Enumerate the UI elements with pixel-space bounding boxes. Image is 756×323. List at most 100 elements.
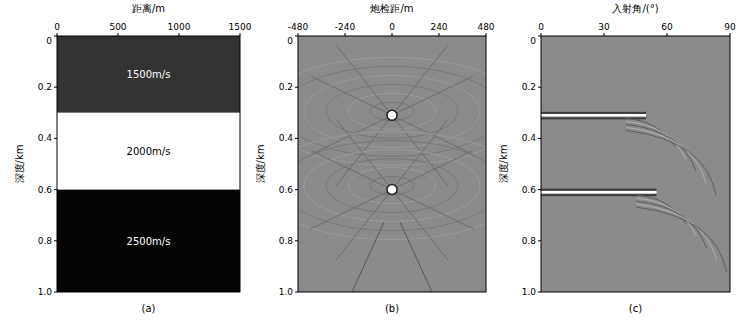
- x-tick: [604, 33, 605, 36]
- reflector-side: [541, 112, 646, 114]
- x-tick-label: 240: [430, 22, 447, 32]
- x-tick: [392, 33, 393, 36]
- ringing: [298, 132, 486, 240]
- y-tick: [54, 292, 57, 293]
- x-tick-label: 60: [661, 22, 673, 32]
- x-tick-label: 0: [54, 22, 60, 32]
- x-axis-label: 入射角/(°): [612, 3, 658, 14]
- ringing: [370, 177, 414, 195]
- x-tick-label: 480: [477, 22, 494, 32]
- y-tick: [295, 138, 298, 139]
- x-tick-label: -240: [335, 22, 356, 32]
- reflector: [541, 114, 646, 117]
- focused-event: [387, 185, 397, 195]
- y-axis-label: 深度/km: [14, 145, 25, 184]
- y-tick: [538, 189, 541, 190]
- x-tick: [486, 33, 487, 36]
- figure-root: 1500m/s2000m/s2500m/s05001000150000.20.4…: [0, 0, 756, 323]
- frame: [541, 36, 730, 292]
- y-tick-label: 0.2: [522, 82, 536, 92]
- image-background: [298, 36, 486, 292]
- plot-area: [57, 36, 240, 292]
- layer-label: 2500m/s: [127, 236, 171, 247]
- tail: [637, 201, 707, 248]
- frame: [57, 36, 240, 292]
- x-tick-label: 500: [109, 22, 126, 32]
- x-tick-label: 30: [598, 22, 610, 32]
- frame: [298, 36, 486, 292]
- ringing: [298, 66, 486, 156]
- focused-event: [387, 110, 397, 120]
- streak: [311, 150, 473, 228]
- y-tick: [295, 36, 298, 37]
- image-background: [541, 36, 730, 292]
- y-tick: [54, 87, 57, 88]
- x-axis-label: 距离/m: [132, 3, 165, 14]
- y-axis-label: 深度/km: [498, 145, 509, 184]
- streak: [311, 76, 473, 154]
- y-tick: [54, 240, 57, 241]
- x-tick-label: 0: [389, 22, 395, 32]
- tail: [626, 121, 686, 159]
- ringing: [348, 93, 436, 129]
- streak: [336, 45, 448, 186]
- x-tick: [345, 33, 346, 36]
- reflector-side: [541, 189, 657, 191]
- y-tick-label: 0.4: [522, 133, 537, 143]
- y-tick: [295, 240, 298, 241]
- y-tick-label: 0.8: [38, 236, 53, 246]
- ringing: [348, 168, 436, 204]
- layer: [57, 36, 240, 113]
- ringing: [326, 84, 458, 138]
- tail: [626, 124, 696, 171]
- caption: (a): [142, 303, 156, 314]
- y-tick: [54, 36, 57, 37]
- y-tick-label: 0.6: [522, 185, 537, 195]
- y-tick-label: 0: [287, 36, 293, 46]
- ringing: [304, 75, 480, 147]
- y-tick-label: 1.0: [522, 287, 537, 297]
- x-tick: [118, 33, 119, 36]
- streak: [336, 119, 448, 260]
- x-tick: [730, 33, 731, 36]
- y-tick-label: 1.0: [279, 287, 294, 297]
- x-tick-label: 0: [538, 22, 544, 32]
- tail: [637, 198, 697, 236]
- y-tick: [538, 36, 541, 37]
- y-tick: [538, 292, 541, 293]
- plot-area: [298, 36, 486, 292]
- y-tick: [54, 189, 57, 190]
- layer: [57, 113, 240, 190]
- x-tick: [439, 33, 440, 36]
- ringing: [326, 159, 458, 213]
- y-tick: [538, 87, 541, 88]
- y-tick-label: 0.8: [522, 236, 537, 246]
- x-tick: [179, 33, 180, 36]
- ringing: [304, 150, 480, 222]
- y-tick-label: 0.8: [279, 236, 294, 246]
- x-tick: [240, 33, 241, 36]
- figure: 1500m/s2000m/s2500m/s05001000150000.20.4…: [0, 0, 756, 323]
- y-axis-label: 深度/km: [255, 145, 266, 184]
- tail: [637, 207, 727, 272]
- caption: (b): [385, 303, 399, 314]
- y-tick: [295, 189, 298, 190]
- y-tick-label: 0.4: [38, 133, 53, 143]
- y-tick-label: 0.2: [279, 82, 293, 92]
- layer-label: 1500m/s: [127, 69, 171, 80]
- x-tick-label: 1000: [168, 22, 191, 32]
- layer: [57, 190, 240, 292]
- event-artifacts: [298, 119, 486, 260]
- y-tick-label: 0.6: [279, 185, 294, 195]
- y-tick-label: 0.2: [38, 82, 52, 92]
- x-tick-label: -480: [288, 22, 309, 32]
- y-tick: [295, 87, 298, 88]
- x-tick-label: 90: [724, 22, 736, 32]
- y-tick-label: 0: [46, 36, 52, 46]
- caption: (c): [629, 303, 642, 314]
- streak: [336, 45, 448, 186]
- x-tick: [667, 33, 668, 36]
- event-artifacts: [298, 45, 486, 186]
- plot-area: [541, 36, 730, 292]
- ringing: [370, 102, 414, 120]
